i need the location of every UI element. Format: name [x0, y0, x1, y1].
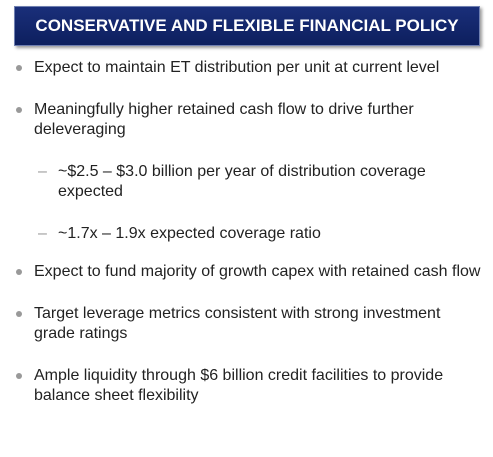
bullet-text: Meaningfully higher retained cash flow t…	[34, 101, 414, 138]
sub-list: ~$2.5 – $3.0 billion per year of distrib…	[34, 162, 484, 244]
sub-bullet: ~1.7x – 1.9x expected coverage ratio	[38, 224, 484, 244]
bullet: Meaningfully higher retained cash flow t…	[14, 100, 484, 244]
sub-bullet: ~$2.5 – $3.0 billion per year of distrib…	[38, 162, 484, 202]
header-title: CONSERVATIVE AND FLEXIBLE FINANCIAL POLI…	[14, 6, 480, 46]
bullet-text: Ample liquidity through $6 billion credi…	[34, 367, 444, 404]
bullet-text: Expect to fund majority of growth capex …	[34, 263, 481, 280]
bullet: Expect to maintain ET distribution per u…	[14, 58, 484, 78]
bullet: Target leverage metrics consistent with …	[14, 304, 484, 344]
bullet-text: Target leverage metrics consistent with …	[34, 305, 441, 342]
bullet-list: Expect to maintain ET distribution per u…	[14, 58, 484, 428]
bullet-text: Expect to maintain ET distribution per u…	[34, 59, 440, 76]
bullet: Expect to fund majority of growth capex …	[14, 262, 484, 282]
bullet: Ample liquidity through $6 billion credi…	[14, 366, 484, 406]
